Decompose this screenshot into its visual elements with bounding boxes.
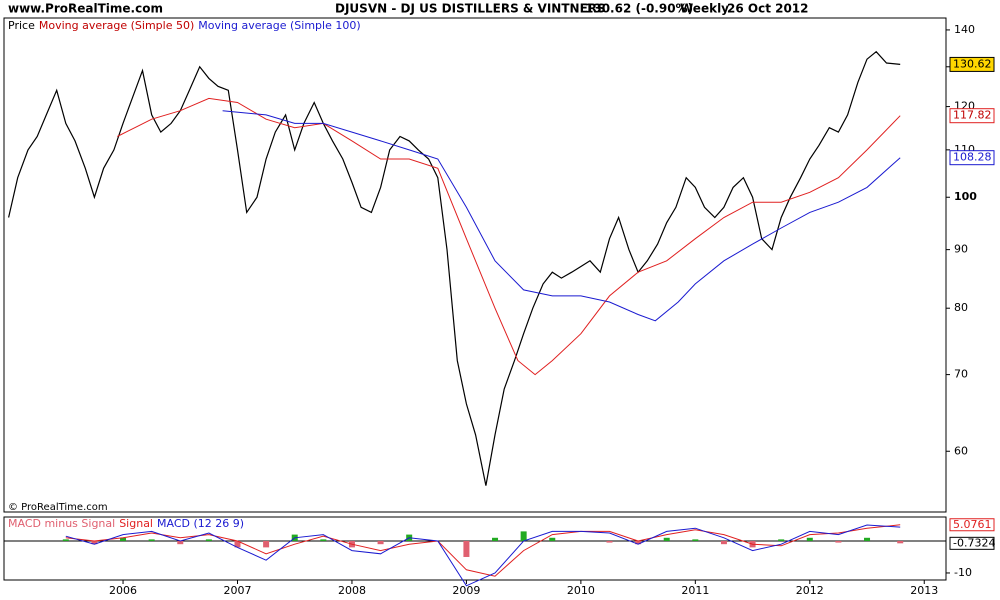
y-tick-label: 80 <box>954 301 968 314</box>
price-line <box>222 110 901 322</box>
histogram-bar <box>463 540 470 557</box>
x-tick-label: 2011 <box>681 584 709 597</box>
price-panel <box>3 17 947 513</box>
last-value-box <box>949 150 995 166</box>
macd-line <box>65 524 901 587</box>
histogram-bar <box>663 537 670 541</box>
macd-line <box>65 524 901 577</box>
legend-entry: Price <box>8 19 35 32</box>
histogram-bar <box>177 540 184 545</box>
legend-entry: Moving average (Simple 100) <box>198 19 360 32</box>
histogram-bar <box>864 537 871 541</box>
histogram-bar <box>320 539 327 541</box>
last-value-label: 117.82 <box>953 109 992 122</box>
histogram-bar <box>720 540 727 545</box>
histogram-bar <box>778 539 785 541</box>
x-tick-label: 2008 <box>338 584 366 597</box>
histogram-bar <box>492 537 499 541</box>
date: 26 Oct 2012 <box>727 2 809 16</box>
x-tick-label: 2010 <box>567 584 595 597</box>
histogram-bar <box>377 540 384 545</box>
last-price: 130.62 (-0.90%) <box>585 2 693 16</box>
histogram-bar <box>205 539 212 541</box>
macd-panel <box>3 516 947 581</box>
histogram-bar <box>549 537 556 541</box>
title: DJUSVN - DJ US DISTILLERS & VINTNERS <box>335 2 606 16</box>
histogram-bar <box>148 539 155 541</box>
x-tick-label: 2013 <box>910 584 938 597</box>
last-value-box <box>949 56 995 72</box>
histogram-bar <box>897 540 904 544</box>
histogram-bar <box>120 537 127 541</box>
legend-entry: Signal <box>119 517 153 530</box>
last-value-box <box>949 518 995 532</box>
legend-entry: MACD minus Signal <box>8 517 115 530</box>
last-value-label: 130.62 <box>953 57 992 70</box>
last-value-box <box>949 108 995 124</box>
x-tick-label: 2012 <box>796 584 824 597</box>
x-tick-label: 2009 <box>452 584 480 597</box>
histogram-bar <box>835 540 842 543</box>
period: Weekly <box>680 2 729 16</box>
copyright: © ProRealTime.com <box>8 502 108 513</box>
histogram-bar <box>635 540 642 545</box>
last-value-label: -0.7324 <box>953 536 995 549</box>
price-line <box>8 50 901 486</box>
site: www.ProRealTime.com <box>8 2 163 16</box>
histogram-bar <box>91 540 98 545</box>
last-value-label: 5.0761 <box>953 518 992 531</box>
histogram-bar <box>692 539 699 541</box>
legend-entry: MACD (12 26 9) <box>157 517 244 530</box>
y-tick-label: 140 <box>954 23 975 36</box>
last-value-label: 108.28 <box>953 151 992 164</box>
last-value-box <box>949 536 995 550</box>
y-tick-label: 70 <box>954 368 968 381</box>
y-tick-label: -10 <box>954 566 972 579</box>
histogram-bar <box>263 540 270 548</box>
histogram-bar <box>606 540 613 543</box>
y-tick-label: 100 <box>954 190 977 203</box>
histogram-bar <box>62 539 69 541</box>
x-tick-label: 2007 <box>223 584 251 597</box>
histogram-bar <box>806 537 813 541</box>
x-tick-label: 2006 <box>109 584 137 597</box>
legend-entry: Moving average (Simple 50) <box>39 19 194 32</box>
y-tick-label: 90 <box>954 243 968 256</box>
histogram-bar <box>520 531 527 541</box>
y-tick-label: 60 <box>954 444 968 457</box>
histogram-bar <box>234 540 241 548</box>
